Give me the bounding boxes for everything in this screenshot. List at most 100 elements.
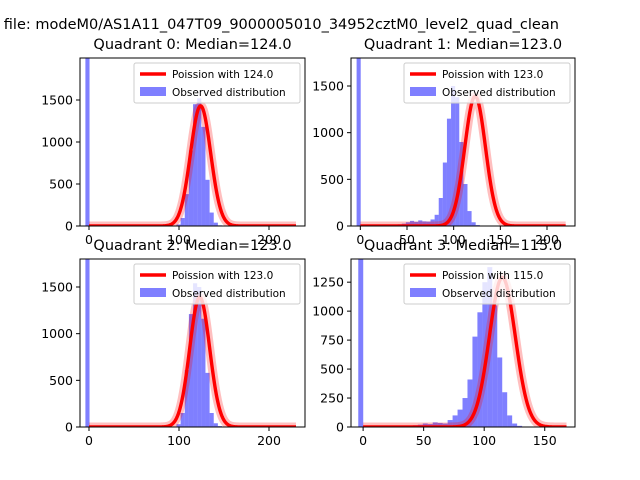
x-tick-label: 0: [359, 433, 367, 448]
legend-observed-swatch: [140, 87, 166, 96]
y-tick-label: 1000: [312, 125, 344, 140]
observed-bar: [176, 224, 181, 226]
observed-bar: [471, 222, 476, 226]
legend-poisson-label: Poission with 123.0: [172, 270, 273, 282]
observed-bar: [85, 259, 90, 427]
data-layer: [358, 259, 571, 427]
quadrant-3-panel: Quadrant 3: Median=115.0 0 50 100 150 0 250 500…: [312, 238, 576, 448]
legend-poisson-label: Poission with 124.0: [172, 69, 273, 81]
observed-bar: [209, 413, 214, 427]
observed-bar: [426, 221, 431, 226]
figure-suptitle: n file: modeM0/AS1A11_047T09_9000005010_…: [0, 17, 559, 33]
observed-bar: [432, 422, 438, 427]
poisson-curve-glow: [84, 292, 301, 427]
observed-bar: [197, 98, 202, 226]
panel-title: Quadrant 3: Median=115.0: [364, 238, 562, 254]
y-tick-label: 0: [336, 420, 344, 435]
observed-bar: [188, 314, 194, 427]
poisson-curve: [87, 104, 298, 226]
observed-bar: [434, 214, 439, 226]
observed-bar: [409, 220, 415, 226]
legend-observed-swatch: [140, 288, 166, 297]
poisson-curve: [359, 94, 567, 226]
legend-frame: [403, 263, 571, 305]
observed-bar: [467, 211, 472, 226]
x-tick-label: 100: [472, 433, 496, 448]
observed-bar: [512, 423, 518, 427]
observed-bar: [405, 222, 410, 226]
observed-bar: [422, 423, 428, 427]
y-tick-label: 1000: [41, 326, 73, 341]
legend-observed-swatch: [410, 288, 436, 297]
x-tick-label: 100: [167, 433, 191, 448]
observed-bar: [517, 425, 523, 427]
x-tick-label: 50: [416, 433, 432, 448]
observed-bar: [358, 259, 364, 427]
legend: Poission with 115.0 Observed distribution: [403, 263, 571, 305]
axes-frame: [350, 57, 576, 227]
legend: Poission with 123.0 Observed distribution: [133, 263, 301, 305]
observed-bar: [463, 184, 468, 226]
observed-bar: [437, 422, 443, 427]
y-tick-label: 1000: [312, 304, 344, 319]
legend-frame: [403, 62, 571, 104]
observed-bar: [446, 118, 452, 226]
legend-observed-label: Observed distribution: [172, 87, 286, 99]
observed-bar: [438, 198, 443, 226]
poisson-curve-glow: [359, 273, 571, 427]
x-tick-label: 100: [442, 232, 466, 247]
legend-observed-label: Observed distribution: [442, 87, 556, 99]
x-tick-label: 100: [167, 232, 191, 247]
observed-bar: [492, 305, 498, 427]
legend: Poission with 124.0 Observed distribution: [133, 62, 301, 104]
observed-bar: [455, 97, 460, 226]
observed-bar: [507, 415, 513, 427]
legend-observed-swatch: [410, 87, 436, 96]
y-tick-label: 750: [320, 333, 344, 348]
quadrant-1-panel: Quadrant 1: Median=123.0 0 50 100 150 200 0 500…: [312, 37, 576, 247]
legend: Poission with 123.0 Observed distribution: [403, 62, 571, 104]
x-tick-label: 200: [535, 232, 559, 247]
x-tick-label: 200: [257, 433, 281, 448]
legend-frame: [133, 62, 301, 104]
y-tick-label: 1000: [41, 135, 73, 150]
data-layer: [356, 58, 570, 226]
observed-bar: [176, 424, 181, 427]
observed-bar: [414, 221, 419, 226]
poisson-curve-glow: [356, 91, 570, 226]
legend-poisson-label: Poission with 115.0: [442, 270, 543, 282]
x-tick-label: 50: [399, 232, 415, 247]
observed-bar: [213, 222, 218, 226]
observed-bar: [462, 398, 468, 427]
x-tick-label: 150: [488, 232, 512, 247]
x-tick-label: 200: [257, 232, 281, 247]
data-layer: [84, 58, 301, 226]
y-tick-label: 250: [320, 391, 344, 406]
observed-bar: [472, 336, 478, 427]
y-tick-label: 0: [336, 219, 344, 234]
axes-frame: [350, 258, 576, 428]
observed-bar: [497, 357, 503, 427]
y-tick-label: 1250: [312, 275, 344, 290]
x-tick-label: 0: [85, 232, 93, 247]
observed-bar: [180, 218, 185, 226]
panel-title: Quadrant 0: Median=124.0: [93, 37, 291, 53]
x-tick-label: 0: [85, 433, 93, 448]
observed-bar: [447, 420, 453, 427]
legend-observed-label: Observed distribution: [442, 288, 556, 300]
observed-bar: [205, 372, 210, 427]
x-tick-label: 0: [356, 232, 364, 247]
observed-bar: [201, 126, 206, 226]
observed-bar: [467, 379, 473, 427]
y-tick-label: 500: [49, 177, 73, 192]
observed-bar: [205, 179, 210, 226]
observed-bar: [442, 423, 448, 427]
panel-title: Quadrant 1: Median=123.0: [364, 37, 562, 53]
observed-bar: [209, 212, 214, 226]
observed-bar: [197, 287, 202, 427]
panel-title: Quadrant 2: Median=123.0: [93, 238, 291, 254]
y-tick-label: 0: [65, 219, 73, 234]
y-tick-label: 1500: [41, 280, 73, 295]
observed-bar: [85, 58, 90, 226]
